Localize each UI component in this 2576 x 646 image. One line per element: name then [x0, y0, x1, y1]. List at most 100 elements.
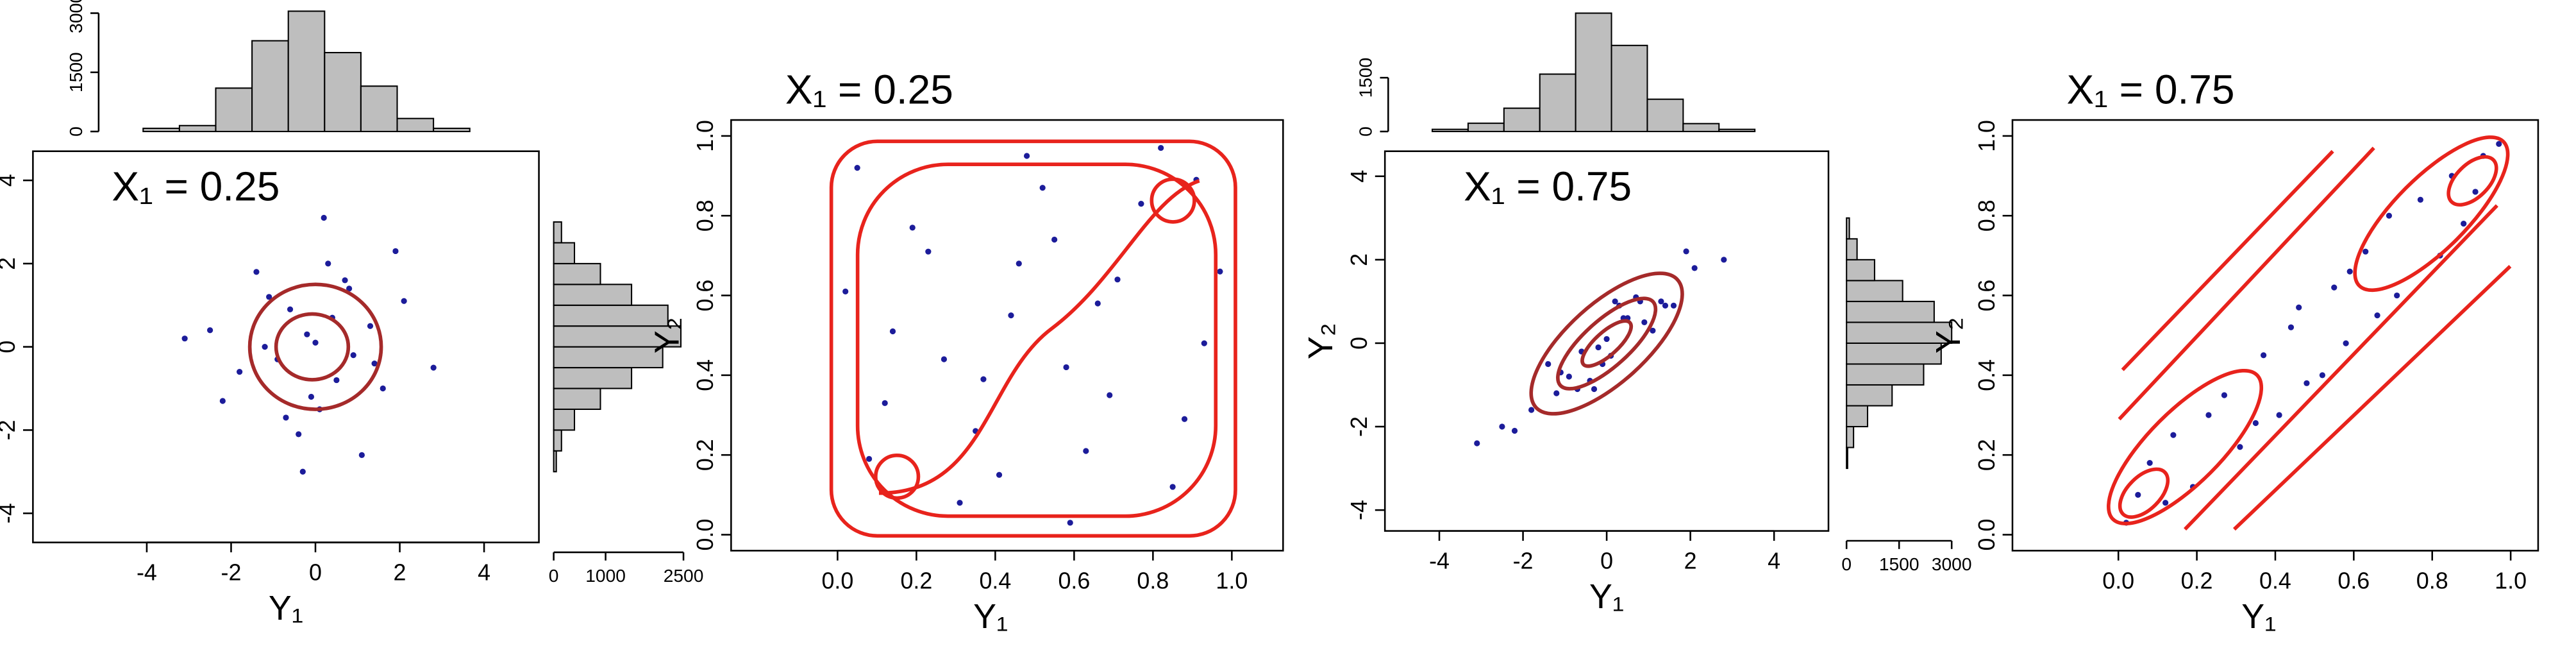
point: [350, 352, 356, 359]
point: [1201, 340, 1207, 346]
point: [2472, 189, 2479, 195]
y-tick-label: 0: [0, 341, 20, 353]
histogram-bar: [1846, 300, 1935, 323]
point: [1051, 236, 1058, 243]
histogram-bar: [1846, 217, 1850, 240]
point: [2394, 292, 2400, 299]
point: [2205, 412, 2212, 418]
histogram-bar: [251, 40, 289, 133]
point: [889, 328, 896, 335]
histogram-bar: [1682, 123, 1720, 133]
histogram-bar: [1846, 363, 1925, 386]
point: [1083, 448, 1089, 454]
point: [996, 472, 1003, 478]
point: [2287, 324, 2295, 330]
point: [854, 165, 860, 171]
point: [308, 393, 315, 400]
y-tick-label: 0.0: [692, 519, 718, 551]
x-tick-label: 3000: [1932, 554, 1972, 574]
histogram-bar: [553, 408, 576, 431]
point: [2331, 284, 2338, 291]
point: [206, 327, 213, 334]
y-tick-label: 0.4: [1974, 359, 2000, 391]
contour: [274, 312, 351, 382]
y-axis-label: Y₂: [1929, 317, 1968, 353]
x-tick-label: 4: [478, 560, 490, 586]
y-tick-label: -2: [0, 420, 20, 440]
point: [1094, 300, 1101, 307]
x-axis-label: Y₁: [1589, 577, 1624, 616]
point: [1566, 373, 1572, 380]
histogram-bar: [360, 85, 398, 133]
point: [2374, 312, 2380, 319]
point: [1067, 520, 1073, 526]
point: [980, 376, 987, 382]
contour: [2118, 146, 2375, 421]
point: [1181, 416, 1188, 422]
x-tick-label: 2: [1684, 548, 1697, 574]
point: [1107, 392, 1113, 398]
y-tick-label: 2: [1346, 253, 1372, 266]
contour: [829, 139, 1237, 538]
x-tick-label: 1.0: [2495, 568, 2527, 593]
histogram-bar: [215, 87, 253, 133]
y-tick-label: -4: [1346, 500, 1372, 520]
point: [299, 468, 306, 475]
point: [1658, 298, 1664, 305]
point: [2304, 380, 2310, 386]
x-tick-label: -2: [1513, 548, 1534, 574]
point: [2260, 352, 2267, 359]
plot-frame: [730, 119, 1284, 552]
y-tick-label: 0.8: [1974, 200, 2000, 232]
contour: [2184, 204, 2498, 531]
x-tick-label: 1.0: [1216, 568, 1248, 593]
x-tick-label: 0.8: [1137, 568, 1169, 593]
point: [401, 298, 407, 304]
contour: [1529, 271, 1684, 416]
x-tick-label: 0.6: [1058, 568, 1090, 593]
point: [1114, 276, 1121, 283]
y-tick-label: 0.2: [692, 439, 718, 471]
point: [262, 344, 268, 350]
point: [296, 431, 302, 438]
y-tick-label: 0: [65, 126, 86, 137]
y-tick-label: 4: [1346, 170, 1372, 183]
x-tick-label: 0.4: [2259, 568, 2291, 593]
point: [253, 269, 260, 275]
histogram-bar: [553, 387, 601, 410]
y-tick-label: 0.6: [692, 280, 718, 312]
point: [1217, 268, 1223, 275]
point: [1499, 423, 1505, 430]
point: [1591, 386, 1598, 393]
y-tick-label: 0.6: [1974, 280, 2000, 312]
x-tick-label: 4: [1768, 548, 1780, 574]
histogram-bar: [178, 124, 217, 133]
contour: [2353, 135, 2510, 293]
point: [1691, 265, 1698, 271]
point: [2346, 268, 2353, 275]
point: [957, 500, 963, 506]
point: [2221, 392, 2228, 398]
point: [219, 398, 226, 404]
histogram-bar: [1846, 280, 1903, 302]
histogram-bar: [433, 128, 471, 133]
x-tick-label: 0: [1600, 548, 1613, 574]
y-tick-label: 1.0: [1974, 120, 2000, 152]
point: [1039, 185, 1046, 191]
point: [325, 260, 331, 267]
contour: [2107, 368, 2264, 525]
y-tick-label: 0: [1346, 337, 1372, 350]
y-tick-label: 0.2: [1974, 439, 2000, 471]
point: [1016, 260, 1022, 267]
point: [1158, 144, 1164, 151]
x-tick-label: 0.0: [821, 568, 853, 593]
point: [2363, 248, 2369, 255]
point: [380, 385, 386, 392]
plot-frame: [2011, 119, 2539, 552]
point: [2170, 432, 2177, 438]
point: [2343, 340, 2349, 346]
point: [1023, 153, 1030, 159]
histogram-bar: [1646, 98, 1684, 133]
point: [1169, 484, 1176, 490]
density-contours: [247, 135, 2512, 538]
